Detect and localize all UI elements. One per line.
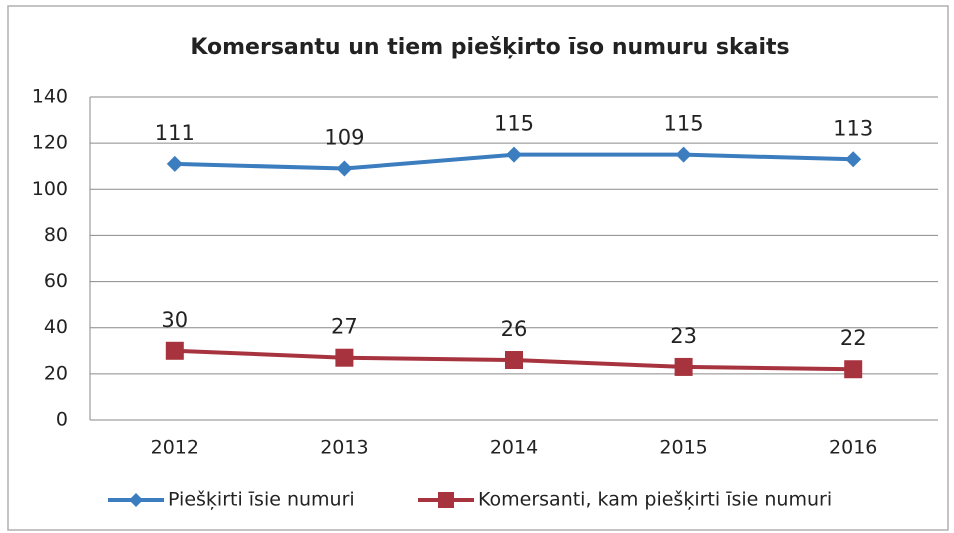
legend-label: Piešķirti īsie numuri bbox=[168, 489, 355, 511]
point bbox=[505, 351, 523, 370]
data-label: 23 bbox=[670, 324, 697, 348]
point bbox=[845, 151, 862, 168]
legend-label: Komersanti, kam piešķirti īsie numuri bbox=[478, 489, 832, 511]
x-tick-label: 2012 bbox=[151, 437, 199, 459]
point bbox=[165, 341, 184, 360]
data-label: 27 bbox=[331, 315, 358, 339]
data-label: 111 bbox=[155, 121, 195, 145]
point bbox=[506, 146, 522, 163]
data-label: 30 bbox=[161, 308, 188, 332]
y-tick-label: 140 bbox=[32, 86, 68, 108]
point bbox=[336, 160, 353, 177]
point bbox=[129, 493, 143, 507]
point bbox=[675, 146, 692, 163]
point bbox=[844, 360, 863, 379]
chart-frame bbox=[7, 5, 949, 531]
x-tick-label: 2014 bbox=[490, 437, 538, 459]
point bbox=[674, 357, 693, 376]
y-tick-label: 20 bbox=[44, 362, 68, 384]
y-tick-label: 80 bbox=[44, 224, 68, 246]
data-label: 115 bbox=[664, 112, 704, 136]
point bbox=[335, 348, 354, 367]
y-tick-label: 0 bbox=[56, 409, 68, 431]
y-tick-label: 60 bbox=[44, 270, 68, 292]
data-label: 22 bbox=[840, 326, 867, 350]
data-label: 115 bbox=[494, 112, 534, 136]
chart-title: Komersantu un tiem piešķirto īso numuru … bbox=[190, 35, 789, 60]
y-tick-label: 40 bbox=[44, 316, 68, 338]
data-label: 26 bbox=[501, 317, 528, 341]
data-label: 109 bbox=[324, 126, 364, 150]
data-label: 113 bbox=[833, 116, 873, 140]
point bbox=[166, 155, 183, 172]
x-tick-label: 2016 bbox=[829, 437, 877, 459]
x-tick-label: 2013 bbox=[320, 437, 368, 459]
y-tick-label: 120 bbox=[32, 132, 68, 154]
x-tick-label: 2015 bbox=[659, 437, 707, 459]
point bbox=[438, 492, 454, 508]
y-tick-label: 100 bbox=[32, 178, 68, 200]
